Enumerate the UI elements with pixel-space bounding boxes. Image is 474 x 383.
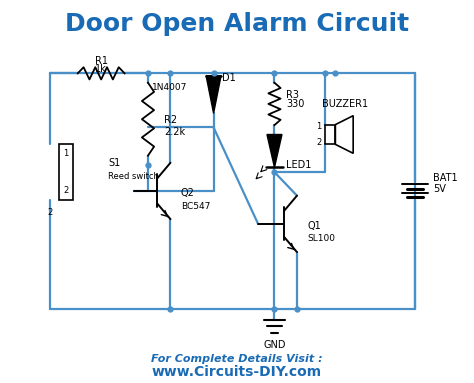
- Text: 330: 330: [286, 99, 305, 109]
- Text: Q2: Q2: [181, 188, 195, 198]
- Polygon shape: [206, 76, 221, 113]
- Bar: [59, 144, 73, 200]
- Text: www.Circuits-DIY.com: www.Circuits-DIY.com: [152, 365, 322, 378]
- Text: Q1: Q1: [307, 221, 321, 231]
- Text: BAT1: BAT1: [433, 173, 457, 183]
- Text: Door Open Alarm Circuit: Door Open Alarm Circuit: [65, 12, 409, 36]
- Bar: [325, 124, 336, 144]
- Text: GND: GND: [263, 340, 286, 350]
- Text: R2: R2: [164, 115, 178, 125]
- Text: 1: 1: [316, 121, 321, 131]
- Text: R1: R1: [95, 56, 108, 65]
- Text: 1k: 1k: [95, 64, 107, 74]
- Text: 1N4007: 1N4007: [153, 83, 188, 92]
- Text: 2.2k: 2.2k: [164, 127, 185, 137]
- Text: 2: 2: [47, 208, 52, 217]
- Polygon shape: [267, 134, 282, 167]
- Text: BC547: BC547: [181, 201, 210, 211]
- Text: 2: 2: [316, 139, 321, 147]
- Polygon shape: [336, 116, 353, 153]
- Text: S1: S1: [108, 158, 120, 168]
- Text: R3: R3: [286, 90, 299, 100]
- Text: SL100: SL100: [307, 234, 335, 244]
- Text: 5V: 5V: [433, 183, 446, 193]
- Text: 2: 2: [64, 187, 69, 195]
- Text: LED1: LED1: [286, 160, 311, 170]
- Text: D1: D1: [222, 73, 236, 83]
- Text: 1: 1: [64, 149, 69, 158]
- Text: BUZZER1: BUZZER1: [322, 99, 368, 109]
- Text: For Complete Details Visit :: For Complete Details Visit :: [151, 354, 323, 364]
- Text: Reed switch: Reed switch: [108, 172, 159, 181]
